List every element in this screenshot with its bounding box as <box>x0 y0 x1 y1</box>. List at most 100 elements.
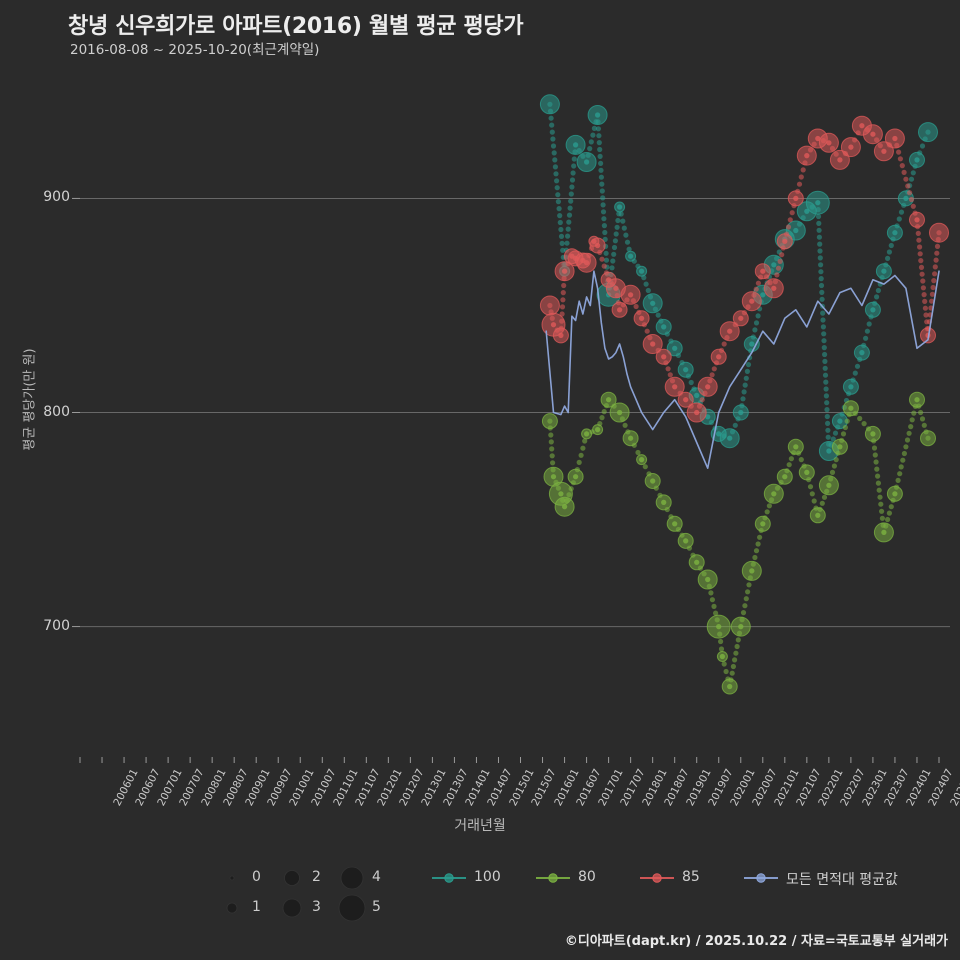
connector-dot <box>554 178 560 184</box>
connector-dot <box>875 287 882 294</box>
connector-dot <box>732 422 738 428</box>
connector-dot <box>599 256 605 262</box>
data-point <box>710 348 727 365</box>
connector-dot <box>553 171 559 177</box>
legend-series-label[interactable]: 100 <box>474 869 501 885</box>
connector-dot <box>934 243 941 249</box>
connector-dot <box>601 223 608 229</box>
connector-dot <box>872 452 878 458</box>
data-point <box>614 201 626 213</box>
connector-dot <box>898 209 905 215</box>
connector-dot <box>569 184 575 190</box>
connector-dot <box>742 382 748 388</box>
connector-dot <box>818 269 824 275</box>
connector-dot <box>822 372 829 378</box>
connector-dot <box>878 501 884 507</box>
connector-dot <box>571 163 577 169</box>
data-point <box>920 430 936 447</box>
connector-dot <box>917 244 923 250</box>
connector-dot <box>820 310 826 316</box>
connector-dot <box>919 416 926 422</box>
data-point <box>642 293 663 314</box>
connector-dot <box>920 285 927 291</box>
legend-series-marker <box>652 873 662 883</box>
connector-dot <box>824 407 830 413</box>
data-point <box>622 430 639 447</box>
connector-dot <box>900 457 906 463</box>
legend-size-label: 4 <box>372 869 381 885</box>
connector-dot <box>932 271 938 277</box>
connector-dot <box>561 282 567 289</box>
connector-dot <box>599 188 605 194</box>
data-point <box>554 496 575 517</box>
connector-dot <box>603 257 610 263</box>
data-point <box>611 301 628 318</box>
connector-dot <box>764 509 770 515</box>
data-point <box>655 348 672 365</box>
data-point <box>686 402 707 423</box>
connector-dot <box>908 176 915 182</box>
data-point <box>763 483 784 504</box>
connector-dot <box>753 320 760 326</box>
connector-dot <box>819 296 825 302</box>
connector-dot <box>565 233 571 239</box>
connector-dot <box>816 227 822 233</box>
connector-dot <box>620 218 626 224</box>
connector-dot <box>822 365 828 371</box>
data-point <box>554 261 575 282</box>
connector-dot <box>564 240 570 246</box>
y-tick-label: 800 <box>43 403 70 420</box>
connector-dot <box>929 291 936 297</box>
connector-dot <box>854 363 861 369</box>
connector-dot <box>550 136 556 142</box>
chart-subtitle: 2016-08-08 ~ 2025-10-20(최근계약일) <box>70 42 320 58</box>
connector-dot <box>915 230 921 236</box>
connector-dot <box>785 224 792 230</box>
data-point <box>620 284 641 305</box>
data-point <box>809 507 826 524</box>
connector-dot <box>822 351 828 358</box>
connector-dot <box>623 232 629 238</box>
connector-dot <box>917 251 923 257</box>
connector-dot <box>752 327 758 333</box>
connector-dot <box>755 280 762 286</box>
connector-dot <box>556 206 562 212</box>
data-point <box>666 515 683 532</box>
data-point <box>754 263 771 280</box>
connector-dot <box>901 169 907 175</box>
connector-dot <box>622 422 628 428</box>
data-point <box>875 263 892 280</box>
connector-dot <box>798 174 804 180</box>
connector-dot <box>816 220 822 226</box>
connector-dot <box>580 445 586 451</box>
connector-dot <box>598 167 604 173</box>
connector-dot <box>875 473 881 479</box>
legend-series-label[interactable]: 80 <box>578 869 596 885</box>
connector-dot <box>904 437 911 443</box>
data-point <box>842 400 859 417</box>
legend-series-label[interactable]: 모든 면적대 평균값 <box>786 872 898 888</box>
connector-dot <box>830 436 836 442</box>
connector-dot <box>600 195 606 201</box>
connector-dot <box>898 464 904 470</box>
data-point <box>609 402 630 423</box>
connector-dot <box>582 438 588 444</box>
data-point <box>829 149 850 170</box>
connector-dot <box>824 413 830 420</box>
legend-series-label[interactable]: 85 <box>682 869 700 885</box>
connector-dot <box>601 263 607 269</box>
data-point <box>541 413 558 430</box>
data-point <box>909 151 925 168</box>
legend-size-bubble <box>284 870 300 886</box>
connector-dot <box>709 372 715 378</box>
connector-dot <box>863 335 869 341</box>
connector-dot <box>909 417 915 423</box>
connector-dot <box>550 460 556 466</box>
connector-dot <box>796 181 803 187</box>
legend-size-bubble <box>340 866 364 890</box>
connector-dot <box>565 226 571 232</box>
data-point <box>776 233 793 250</box>
connector-dot <box>713 610 719 616</box>
connector-dot <box>888 242 894 249</box>
connector-dot <box>635 449 641 456</box>
